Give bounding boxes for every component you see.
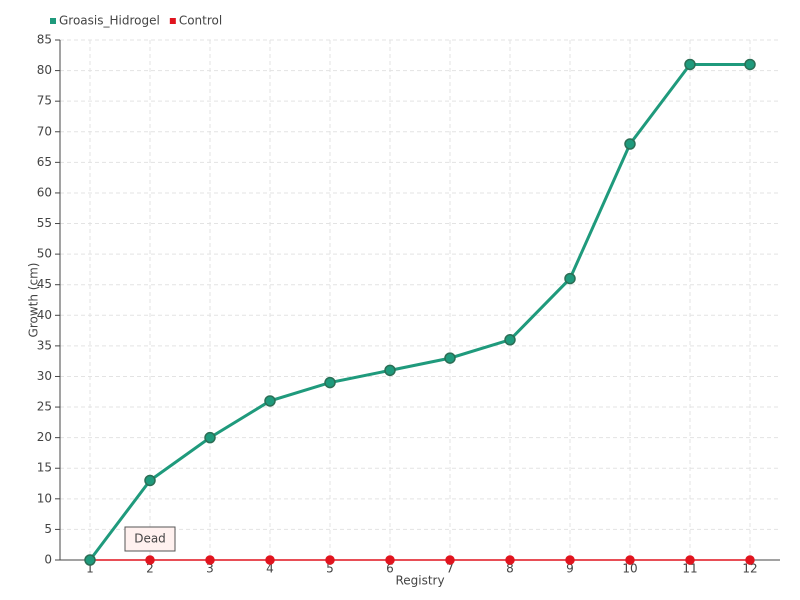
y-tick-label: 75 [37, 94, 52, 108]
x-axis-label: Registry [395, 574, 444, 588]
x-tick-label: 9 [566, 562, 574, 576]
data-point [84, 554, 96, 566]
x-tick-label: 8 [506, 562, 514, 576]
y-tick-label: 50 [37, 247, 52, 261]
y-axis-label: Growth (cm) [27, 263, 41, 338]
y-tick-label: 40 [37, 308, 52, 322]
data-point [144, 474, 156, 487]
data-point [385, 555, 395, 565]
data-point [745, 555, 755, 565]
y-tick-label: 35 [37, 338, 52, 352]
data-point [625, 555, 635, 565]
data-point [504, 334, 516, 346]
data-point [685, 555, 695, 565]
y-tick-label: 20 [37, 430, 52, 444]
data-point [145, 555, 155, 565]
y-tick-label: 45 [37, 277, 52, 291]
series-line [88, 62, 750, 561]
x-tick-label: 11 [682, 562, 697, 576]
y-tick-label: 5 [44, 522, 52, 536]
y-tick-label: 80 [37, 63, 52, 77]
x-tick-label: 2 [146, 562, 154, 576]
y-tick-label: 0 [44, 553, 52, 567]
data-point [265, 555, 275, 565]
x-tick-label: 12 [742, 562, 757, 576]
data-point [444, 352, 456, 364]
data-point [325, 555, 335, 565]
x-tick-label: 10 [622, 562, 637, 576]
data-point [384, 364, 396, 377]
x-tick-label: 4 [266, 562, 274, 576]
data-point [205, 555, 215, 565]
y-tick-label: 60 [37, 185, 52, 199]
data-point [324, 376, 336, 389]
legend-label: Groasis_Hidrogel [59, 14, 160, 28]
data-point [204, 431, 216, 444]
x-tick-label: 1 [86, 562, 94, 576]
x-tick-label: 6 [386, 562, 394, 576]
data-point [445, 555, 455, 565]
data-point [744, 58, 756, 71]
legend-label: Control [179, 14, 222, 28]
y-tick-label: 25 [37, 400, 52, 414]
y-tick-label: 85 [37, 33, 52, 47]
y-tick-label: 30 [37, 369, 52, 383]
y-tick-label: 70 [37, 124, 52, 138]
y-tick-label: 15 [37, 461, 52, 475]
x-tick-label: 5 [326, 562, 334, 576]
legend-swatch [169, 18, 176, 24]
y-tick-label: 10 [37, 491, 52, 505]
y-tick-label: 65 [37, 155, 52, 169]
data-point [564, 272, 576, 285]
x-tick-label: 7 [446, 562, 454, 576]
data-point [684, 58, 696, 71]
data-point [264, 395, 276, 407]
data-point [624, 138, 636, 150]
data-point [505, 555, 515, 565]
x-tick-label: 3 [206, 562, 214, 576]
y-tick-label: 55 [37, 216, 52, 230]
annotation: Dead [134, 532, 166, 546]
legend-swatch [50, 18, 56, 24]
annotation-box [124, 526, 176, 552]
data-point [565, 555, 575, 565]
